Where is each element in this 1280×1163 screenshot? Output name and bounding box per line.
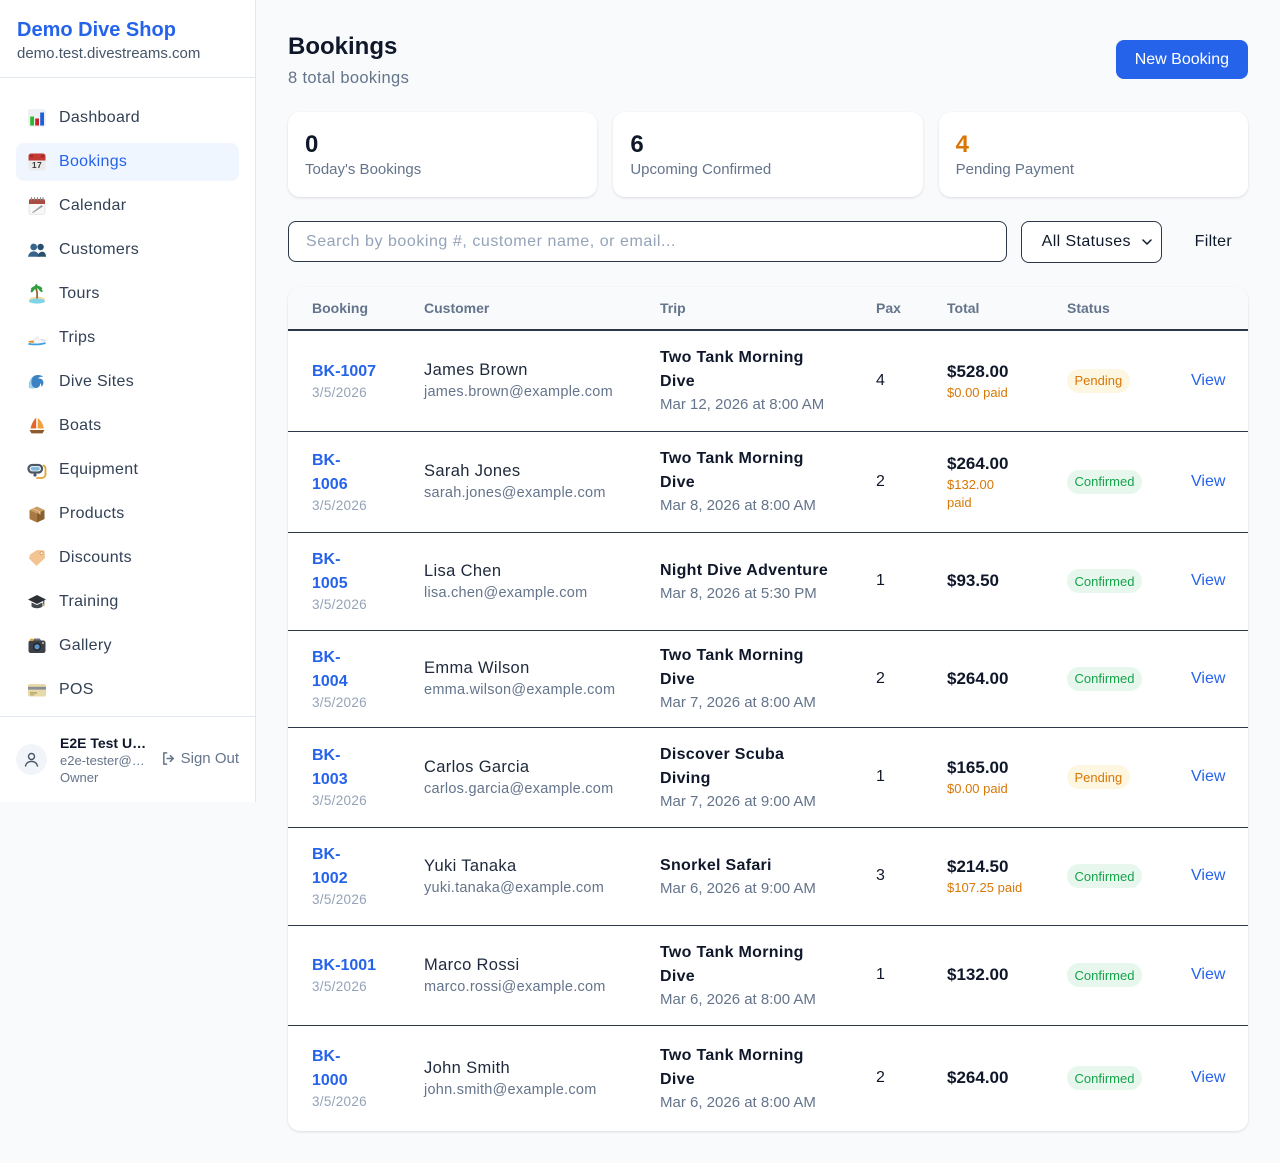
svg-text:17: 17 [32,160,42,170]
